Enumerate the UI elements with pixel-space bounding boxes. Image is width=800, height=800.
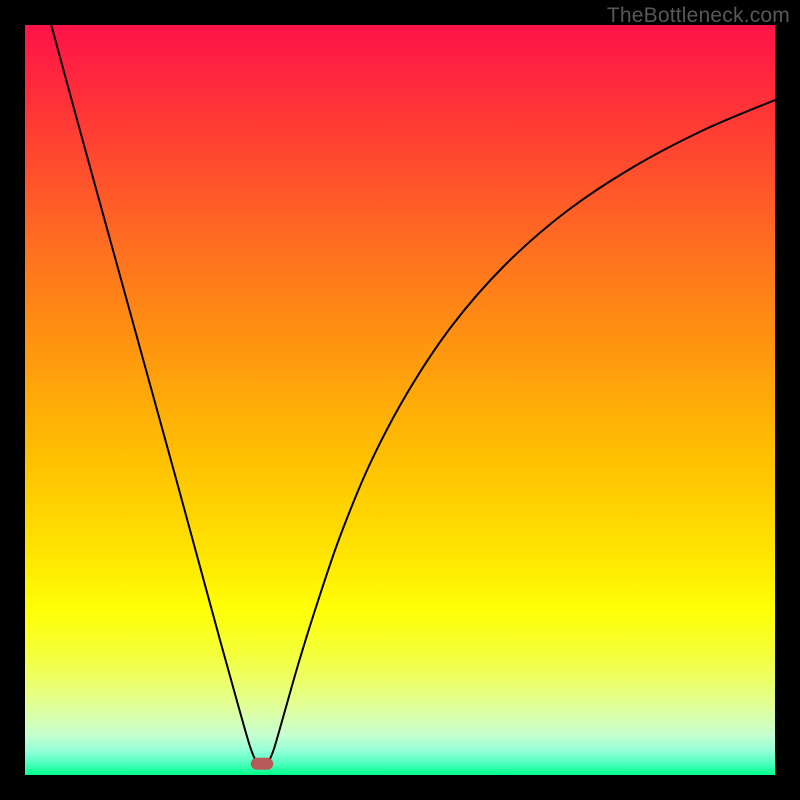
min-marker [251, 758, 274, 770]
plot-background [25, 25, 775, 775]
bottleneck-chart [25, 25, 775, 775]
